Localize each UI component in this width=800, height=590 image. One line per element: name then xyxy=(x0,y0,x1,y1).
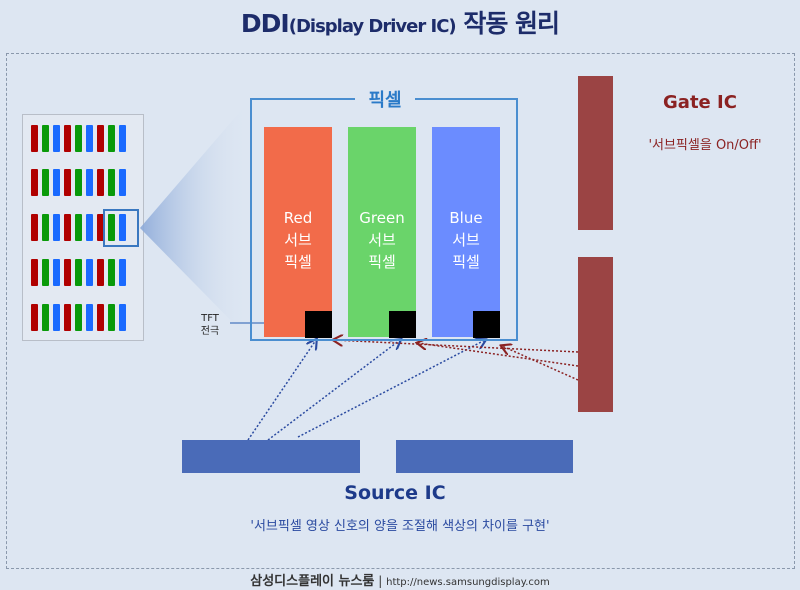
tft-label-line: 전극 xyxy=(200,326,220,337)
source-arrow-blue xyxy=(297,340,485,438)
mini-subpixel xyxy=(64,169,71,196)
mini-subpixel xyxy=(86,304,93,331)
mini-subpixel xyxy=(97,304,104,331)
mini-subpixel xyxy=(97,259,104,286)
mini-subpixel xyxy=(108,259,115,286)
subpixel-name: Green xyxy=(359,209,405,227)
mini-subpixel xyxy=(31,125,38,152)
mini-subpixel xyxy=(42,259,49,286)
mini-subpixel xyxy=(119,304,126,331)
pixel-label: 픽셀 xyxy=(355,86,415,112)
highlight-pixel xyxy=(103,209,139,247)
subpixel-label: 픽셀 xyxy=(368,253,396,271)
gate-arrow-blue xyxy=(502,346,579,381)
mini-subpixel xyxy=(108,214,115,241)
mini-subpixel xyxy=(53,125,60,152)
mini-subpixel xyxy=(53,169,60,196)
gate-arrow-red xyxy=(334,340,579,353)
mini-subpixel xyxy=(119,214,126,241)
subpixel-label: 서브 xyxy=(284,231,312,249)
mini-subpixel xyxy=(75,169,82,196)
mini-subpixel xyxy=(97,125,104,152)
mini-subpixel xyxy=(31,214,38,241)
tft-electrode xyxy=(473,311,500,338)
mini-subpixel xyxy=(119,259,126,286)
source-ic-title: Source IC xyxy=(344,482,446,504)
source-arrow-green xyxy=(267,340,400,441)
mini-subpixel xyxy=(86,125,93,152)
subpixel-label: 서브 xyxy=(452,231,480,249)
mini-subpixel xyxy=(53,304,60,331)
dashed-frame xyxy=(6,53,795,569)
mini-subpixel xyxy=(64,304,71,331)
mini-subpixel xyxy=(42,125,49,152)
mini-subpixel xyxy=(119,125,126,152)
footer-brand: 삼성디스플레이 뉴스룸 xyxy=(250,574,375,589)
subpixel-label: 픽셀 xyxy=(452,253,480,271)
gate-arrow-green xyxy=(418,343,579,367)
footer: 삼성디스플레이 뉴스룸 | http://news.samsungdisplay… xyxy=(0,570,800,589)
mini-subpixel xyxy=(64,125,71,152)
mini-subpixel xyxy=(108,169,115,196)
mini-subpixel xyxy=(75,125,82,152)
source-ic-bar xyxy=(182,440,360,473)
gate-ic-bar xyxy=(578,76,613,230)
tft-electrode xyxy=(305,311,332,338)
mini-subpixel xyxy=(42,214,49,241)
gate-ic-desc: '서브픽셀을 On/Off' xyxy=(648,138,762,153)
mini-subpixel xyxy=(75,259,82,286)
zoom-cone xyxy=(140,100,250,340)
source-arrow-red xyxy=(247,340,316,441)
mini-subpixel xyxy=(42,169,49,196)
mini-subpixel xyxy=(108,304,115,331)
gate-ic-title: Gate IC xyxy=(663,92,737,113)
mini-subpixel xyxy=(86,169,93,196)
mini-subpixel xyxy=(119,169,126,196)
mini-subpixel xyxy=(64,214,71,241)
mini-subpixel xyxy=(75,304,82,331)
mini-subpixel xyxy=(97,169,104,196)
title-main: DDI xyxy=(240,9,290,38)
source-ic-bar xyxy=(396,440,573,473)
mini-subpixel xyxy=(31,169,38,196)
tft-electrode xyxy=(389,311,416,338)
mini-subpixel xyxy=(64,259,71,286)
tft-label: TFT 전극 xyxy=(190,312,230,338)
subpixel-label: 서브 xyxy=(368,231,396,249)
mini-subpixel xyxy=(86,259,93,286)
tft-label-line: TFT xyxy=(201,313,219,324)
diagram-title: DDI(Display Driver IC) 작동 원리 xyxy=(0,4,800,40)
mini-subpixel xyxy=(42,304,49,331)
mini-subpixel xyxy=(31,259,38,286)
mini-subpixel xyxy=(108,125,115,152)
mini-subpixel xyxy=(97,214,104,241)
footer-url: http://news.samsungdisplay.com xyxy=(386,577,550,588)
source-ic-desc: '서브픽셀 영상 신호의 양을 조절해 색상의 차이를 구현' xyxy=(250,519,550,534)
gate-ic-bar xyxy=(578,257,613,412)
mini-subpixel xyxy=(53,214,60,241)
subpixel-name: Blue xyxy=(449,209,483,227)
subpixel-name: Red xyxy=(283,209,313,227)
mini-subpixel xyxy=(75,214,82,241)
footer-sep: | xyxy=(378,574,383,588)
mini-subpixel xyxy=(31,304,38,331)
title-rest: 작동 원리 xyxy=(455,9,560,38)
subpixel-label: 픽셀 xyxy=(284,253,312,271)
mini-subpixel xyxy=(86,214,93,241)
mini-subpixel xyxy=(53,259,60,286)
title-paren: (Display Driver IC) xyxy=(288,16,457,37)
